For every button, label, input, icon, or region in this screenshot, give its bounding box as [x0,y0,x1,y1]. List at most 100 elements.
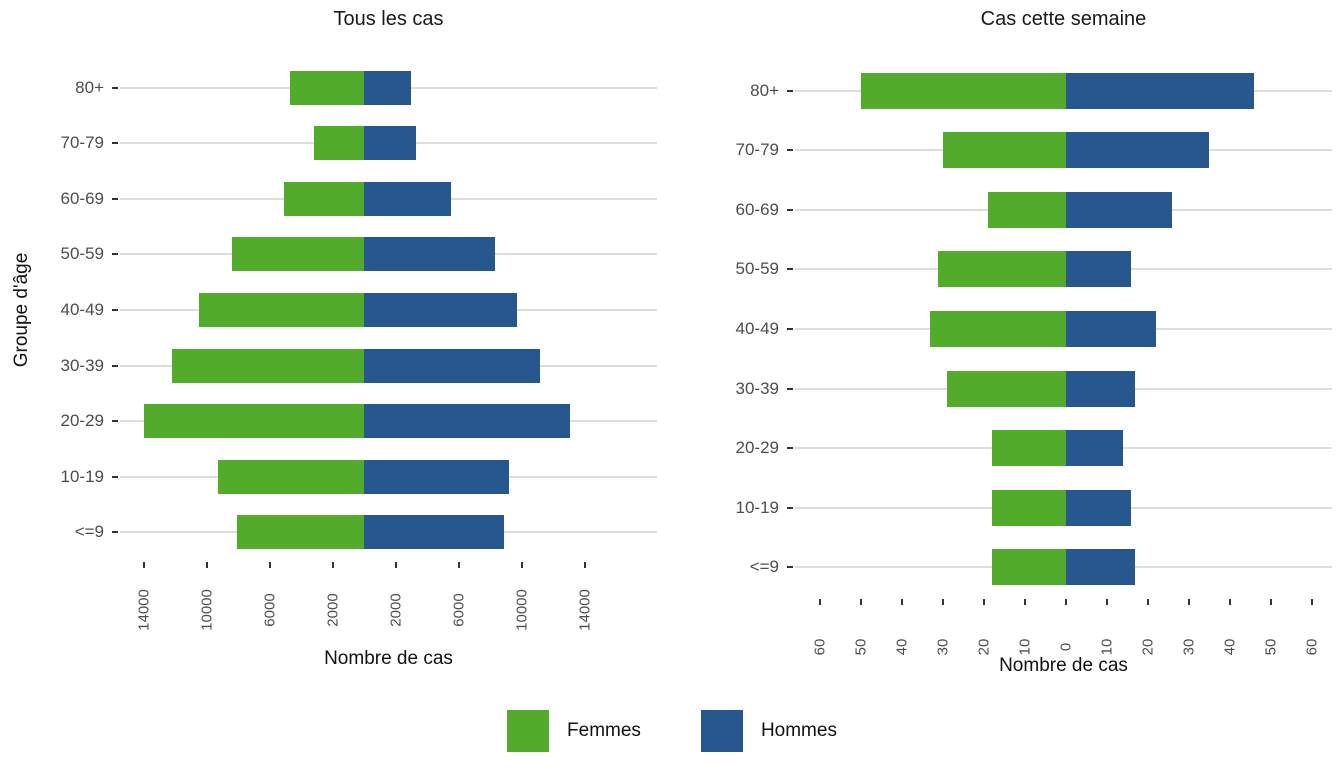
x-axis-tick [583,562,586,568]
y-axis-label-20-29: 20-29 [735,438,779,458]
x-axis-tick [142,562,145,568]
hommes-bar-60-69 [364,181,451,216]
x-axis-tick [1064,599,1067,605]
y-axis-label-80+: 80+ [75,77,104,97]
hommes-legend-label: Hommes [760,720,837,741]
y-axis-label-30-39: 30-39 [735,378,779,398]
femmes-bar-10-19 [991,489,1066,526]
hommes-bar-70-79 [364,126,417,161]
femmes-bar-80+ [290,70,365,105]
y-axis-tick [787,268,793,271]
hommes-bar-70-79 [1065,132,1210,169]
y-axis-label-10-19: 10-19 [60,466,104,486]
left-panel-title: Tous les cas [333,8,444,30]
hommes-bar-60-69 [1065,191,1173,228]
x-axis-tick-label: 0 [1057,642,1075,652]
y-axis-tick [787,387,793,390]
y-axis-label-40-49: 40-49 [60,300,104,319]
x-axis-tick [982,599,985,605]
x-axis-tick [1023,599,1026,605]
femmes-bar-40-49 [198,293,365,327]
left-x-axis-title: Nombre de cas [324,648,453,669]
hommes-bar-20-29 [364,404,571,439]
x-axis-tick [457,562,460,568]
x-axis-tick [859,599,862,605]
femmes-bar-20-29 [143,404,365,439]
x-axis-tick-label: 50 [1262,638,1279,656]
hommes-bar-40-49 [364,293,517,327]
hommes-bar-<=9 [364,515,505,550]
y-axis-tick [112,364,118,367]
x-axis-tick-label: 14000 [135,589,153,631]
x-axis-tick-label: 2000 [324,593,342,627]
x-axis-tick-label: 30 [934,638,952,656]
x-axis-tick-label: 6000 [261,593,279,627]
x-axis-tick [205,562,208,568]
y-axis-tick [112,142,118,145]
y-axis-label-60-69: 60-69 [60,188,104,208]
y-axis-label-70-79: 70-79 [60,133,104,153]
x-axis-tick-label: 10 [1016,638,1034,656]
y-axis-label-50-59: 50-59 [60,244,104,264]
legend-item-femmes: Femmes [507,710,641,752]
femmes-bar-60-69 [987,191,1066,228]
x-axis-tick-label: 40 [1221,638,1239,656]
y-axis-tick [112,531,118,534]
x-axis-tick-label: 10000 [513,589,531,631]
femmes-bar-70-79 [313,126,365,161]
x-axis-tick [1187,599,1190,605]
x-axis-tick-label: 40 [893,638,911,656]
x-axis-tick [1105,599,1108,605]
x-axis-tick-label: 60 [1303,638,1320,656]
y-axis-label-80+: 80+ [750,80,779,100]
x-axis-tick-label: 10000 [198,589,216,631]
femmes-bar-80+ [860,72,1066,109]
y-axis-tick [787,447,793,450]
y-axis-tick [787,506,793,509]
hommes-bar-50-59 [364,237,495,272]
hommes-bar-<=9 [1065,549,1136,586]
y-axis-tick [112,197,118,200]
x-axis-tick [941,599,944,605]
y-axis-label-<=9: <=9 [74,522,104,542]
legend-item-hommes: Hommes [700,710,837,752]
hommes-bar-10-19 [364,459,509,494]
y-axis-label-60-69: 60-69 [735,199,779,219]
femmes-bar-50-59 [231,237,365,272]
hommes-bar-80+ [364,70,412,105]
y-axis-tick [112,253,118,256]
hommes-bar-30-39 [364,348,541,383]
hommes-bar-20-29 [1065,430,1123,467]
y-axis-tick [787,328,793,330]
hommes-color-swatch [700,710,743,752]
x-axis-tick [268,562,271,568]
x-axis-tick [1269,599,1272,605]
right-panel-title: Cas cette semaine [980,8,1147,30]
y-axis-tick [112,86,118,89]
x-axis-tick-label: 50 [852,638,870,656]
x-axis-tick-label: 20 [1139,638,1157,656]
x-axis-tick-label: 10 [1098,638,1116,656]
hommes-bar-50-59 [1065,251,1132,288]
femmes-bar-30-39 [171,348,365,383]
x-axis-tick-label: 20 [975,638,993,656]
y-axis-tick [112,475,118,478]
y-axis-label-50-59: 50-59 [735,259,779,279]
femmes-color-swatch [507,710,550,752]
femmes-legend-label: Femmes [567,720,641,741]
femmes-bar-<=9 [236,515,365,550]
y-axis-tick [112,309,118,311]
x-axis-tick [331,562,334,568]
y-axis-tick [787,149,793,152]
x-axis-tick-label: 14000 [576,589,594,631]
right-x-axis-title: Nombre de cas [999,655,1128,676]
x-axis-tick [1228,599,1231,605]
y-axis-tick [787,566,793,569]
hommes-bar-40-49 [1065,311,1156,347]
x-axis-tick-label: 6000 [450,593,468,627]
y-axis-label-70-79: 70-79 [735,140,779,160]
y-axis-tick [112,420,118,423]
hommes-bar-80+ [1065,72,1255,109]
femmes-bar-30-39 [946,370,1066,407]
